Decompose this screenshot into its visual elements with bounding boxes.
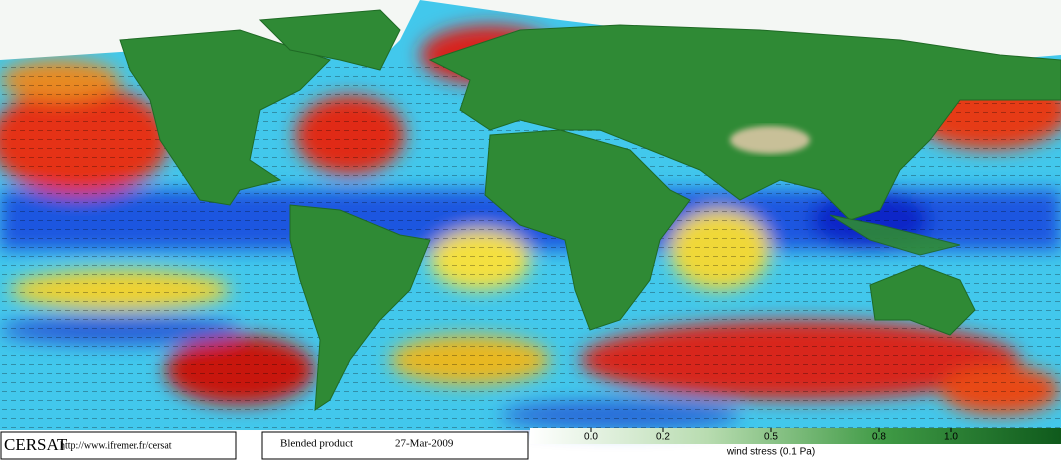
colorbar <box>530 428 1061 444</box>
colorbar-tick-label: 0.0 <box>584 432 598 443</box>
colorbar-tick-label: 0.8 <box>872 432 886 443</box>
land <box>0 0 1061 411</box>
logo-box <box>0 431 237 460</box>
product: Blended product <box>280 438 353 450</box>
footer: CERSAT http://www.ifremer.fr/cersat Blen… <box>0 428 1061 460</box>
url: http://www.ifremer.fr/cersat <box>60 440 172 451</box>
date: 27-Mar-2009 <box>395 438 454 450</box>
colorbar-tick-label: 0.2 <box>656 432 670 443</box>
colorbar-label: wind stress (0.1 Pa) <box>726 447 815 458</box>
product-box <box>261 431 529 460</box>
colorbar-tick-label: 1.0 <box>944 432 958 443</box>
colorbar-tick-label: 0.5 <box>764 432 778 443</box>
logo: CERSAT <box>4 435 68 454</box>
